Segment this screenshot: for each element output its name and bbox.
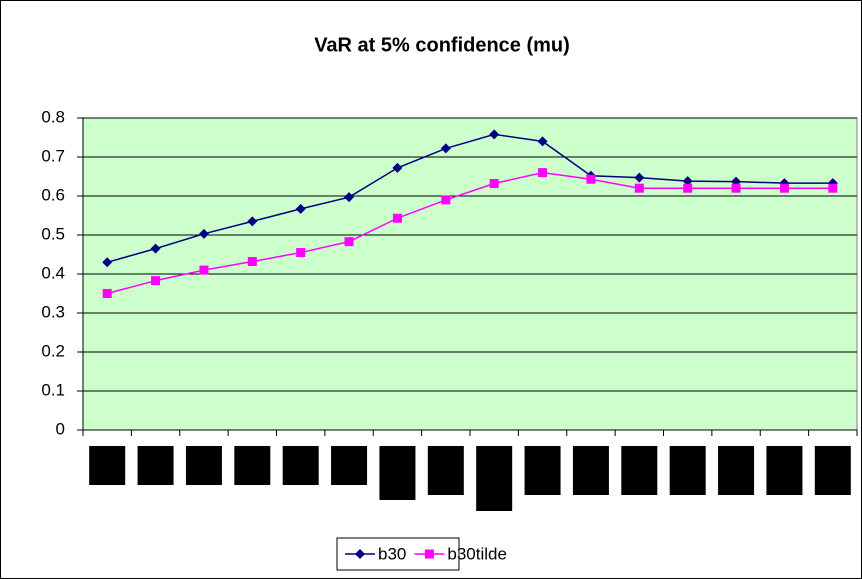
marker bbox=[682, 176, 693, 187]
redacted-label bbox=[718, 446, 755, 495]
marker bbox=[634, 172, 645, 183]
marker bbox=[102, 289, 112, 298]
redacted-label bbox=[476, 446, 513, 511]
marker bbox=[344, 237, 354, 247]
redacted-label bbox=[621, 446, 658, 495]
redacted-label bbox=[282, 446, 319, 485]
marker bbox=[489, 129, 500, 140]
y-tick-label: 0 bbox=[56, 419, 65, 438]
legend-label: b30 bbox=[378, 544, 406, 563]
marker bbox=[489, 179, 499, 189]
marker bbox=[295, 203, 306, 214]
marker bbox=[296, 248, 306, 258]
marker bbox=[440, 143, 451, 154]
series-line bbox=[106, 171, 833, 295]
redacted-label bbox=[814, 446, 851, 495]
y-tick-label: 0.5 bbox=[41, 224, 65, 243]
marker bbox=[198, 228, 209, 239]
marker bbox=[537, 136, 548, 147]
y-tick-label: 0.7 bbox=[41, 146, 65, 165]
redacted-label bbox=[234, 446, 271, 485]
marker bbox=[392, 162, 403, 173]
marker bbox=[828, 183, 838, 193]
marker bbox=[538, 168, 548, 178]
marker bbox=[151, 276, 161, 286]
marker bbox=[779, 183, 789, 193]
marker bbox=[586, 174, 596, 184]
redacted-label bbox=[379, 446, 416, 500]
marker bbox=[441, 195, 451, 205]
marker bbox=[150, 243, 161, 254]
marker bbox=[344, 192, 355, 203]
marker bbox=[683, 183, 693, 193]
redacted-label bbox=[669, 446, 706, 495]
marker bbox=[247, 257, 257, 267]
y-tick-label: 0.8 bbox=[41, 107, 65, 126]
legend-marker bbox=[355, 549, 365, 559]
redacted-label bbox=[331, 446, 368, 485]
y-tick-label: 0.1 bbox=[41, 380, 65, 399]
y-tick-label: 0.3 bbox=[41, 302, 65, 321]
redacted-label bbox=[572, 446, 609, 495]
marker bbox=[199, 265, 209, 275]
marker bbox=[731, 183, 741, 193]
marker bbox=[392, 213, 402, 223]
chart-title: VaR at 5% confidence (mu) bbox=[314, 34, 570, 56]
redacted-label bbox=[185, 446, 222, 485]
y-tick-label: 0.6 bbox=[41, 185, 65, 204]
marker bbox=[247, 216, 258, 227]
legend-label: b30tilde bbox=[447, 544, 507, 563]
redacted-label bbox=[137, 446, 174, 485]
redacted-label bbox=[766, 446, 803, 495]
y-tick-label: 0.4 bbox=[41, 263, 65, 282]
redacted-label bbox=[89, 446, 126, 485]
redacted-label bbox=[427, 446, 464, 495]
redacted-label bbox=[524, 446, 561, 495]
series-line bbox=[106, 133, 833, 264]
marker bbox=[634, 183, 644, 193]
marker bbox=[102, 257, 113, 268]
legend-marker bbox=[424, 549, 434, 559]
y-tick-label: 0.2 bbox=[41, 341, 65, 360]
